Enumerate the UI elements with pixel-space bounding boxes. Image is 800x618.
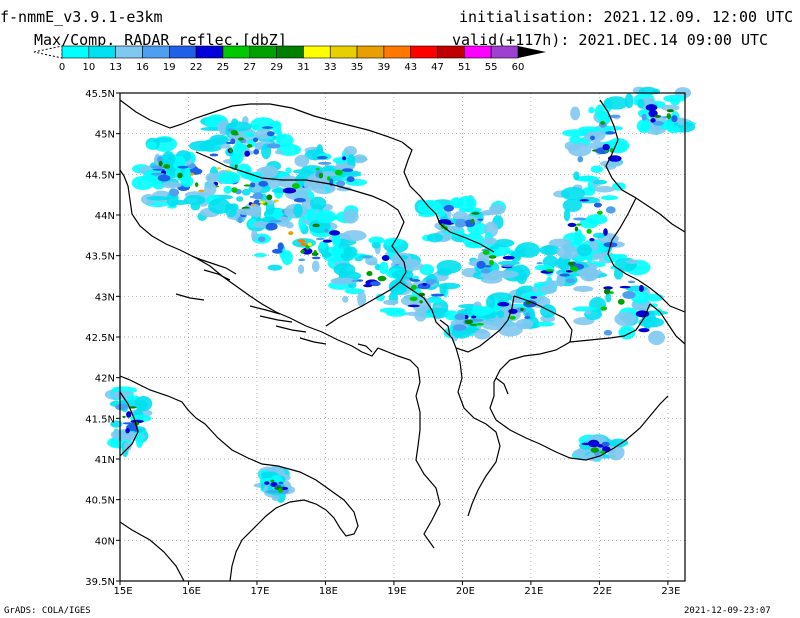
legend-swatch <box>383 45 412 59</box>
longitude-label: 18E <box>319 586 338 597</box>
legend-swatch <box>115 45 143 59</box>
initialisation-time: initialisation: 2021.12.09. 12:00 UTC <box>459 8 793 26</box>
latitude-label: 44.5N <box>85 170 115 181</box>
legend-swatch <box>168 45 197 59</box>
legend-label: 39 <box>378 62 391 73</box>
map-panel: 15E 16E 17E 18E 19E 20E 21E 22E 23E 45.5N 45N 44.5… <box>85 86 696 597</box>
longitude-label: 20E <box>456 586 475 597</box>
longitude-label: 16E <box>182 586 201 597</box>
legend-label: 33 <box>324 62 337 73</box>
legend-label: 31 <box>297 62 310 73</box>
legend-swatch <box>276 45 304 59</box>
legend-swatch <box>61 45 90 59</box>
legend-swatch <box>88 45 116 59</box>
legend-label: 25 <box>217 62 230 73</box>
longitude-label: 22E <box>593 586 612 597</box>
legend-label: 29 <box>270 62 283 73</box>
longitude-label: 23E <box>661 586 680 597</box>
latitude-label: 40N <box>95 536 115 547</box>
valid-time: valid(+117h): 2021.DEC.14 09:00 UTC <box>452 31 768 49</box>
footer-timestamp: 2021-12-09-23:07 <box>684 606 771 616</box>
legend-swatch <box>303 45 331 59</box>
latitude-label: 43.5N <box>85 252 115 263</box>
latitude-label: 39.5N <box>85 577 115 588</box>
legend-high-arrow <box>518 46 546 58</box>
legend-swatch <box>222 45 251 59</box>
longitude-label: 17E <box>250 586 269 597</box>
legend-label: 55 <box>485 62 498 73</box>
longitude-label: 21E <box>524 586 543 597</box>
reflectivity-legend: 0 10 13 16 19 22 25 27 29 31 33 35 39 43 47 51 55 60 <box>33 45 546 73</box>
legend-swatch <box>329 45 358 59</box>
legend-label: 16 <box>136 62 149 73</box>
longitude-label: 19E <box>387 586 406 597</box>
legend-label: 19 <box>163 62 176 73</box>
legend-label: 22 <box>190 62 203 73</box>
legend-swatch <box>410 45 438 59</box>
latitude-label: 42N <box>95 374 115 385</box>
legend-swatch <box>356 45 385 59</box>
product-title: Max/Comp. RADAR reflec.[dbZ] <box>34 31 287 49</box>
legend-label: 60 <box>512 62 525 73</box>
legend-swatch <box>249 45 277 59</box>
legend-low-arrow <box>33 45 63 59</box>
legend-swatch <box>464 45 492 59</box>
latitude-label: 40.5N <box>85 496 115 507</box>
legend-label: 51 <box>458 62 471 73</box>
coastlines-and-borders <box>119 99 686 582</box>
latitude-label: 41N <box>95 455 115 466</box>
latitude-label: 45.5N <box>85 89 115 100</box>
legend-label: 0 <box>59 62 65 73</box>
legend-label: 13 <box>109 62 122 73</box>
legend-label: 27 <box>243 62 256 73</box>
legend-swatch <box>142 45 170 59</box>
latitude-label: 44N <box>95 211 115 222</box>
legend-label: 10 <box>82 62 95 73</box>
latitude-label: 41.5N <box>85 414 115 425</box>
legend-swatch <box>490 45 519 59</box>
legend-label: 47 <box>431 62 444 73</box>
latitude-label: 45N <box>95 130 115 141</box>
legend-swatch <box>195 45 224 59</box>
longitude-label: 15E <box>113 586 132 597</box>
legend-label: 35 <box>351 62 364 73</box>
footer-credit: GrADS: COLA/IGES <box>4 606 91 616</box>
latitude-label: 43N <box>95 292 115 303</box>
model-title: f-nmmE_v3.9.1-e3km <box>0 8 163 26</box>
legend-label: 43 <box>404 62 417 73</box>
legend-swatch <box>437 45 465 59</box>
latitude-label: 42.5N <box>85 333 115 344</box>
